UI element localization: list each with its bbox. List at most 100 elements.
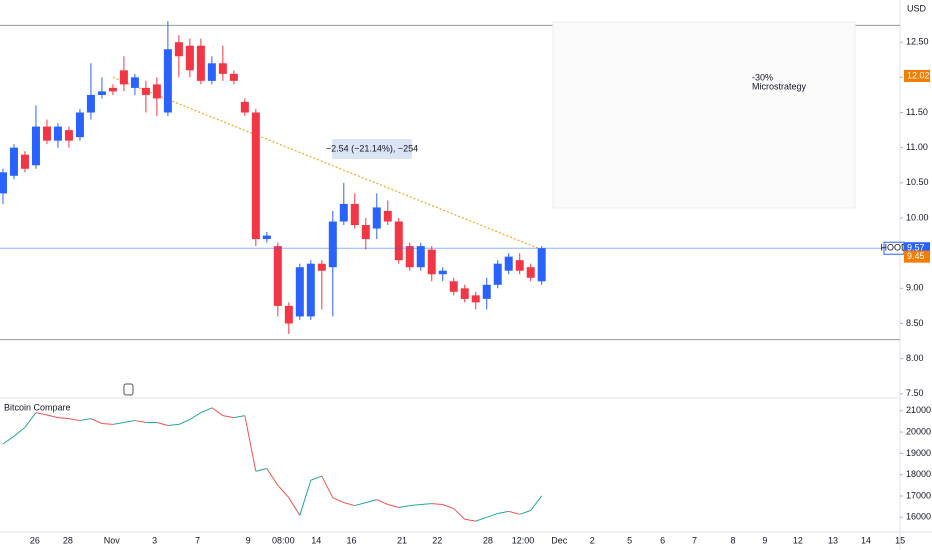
line-segment [57, 417, 69, 420]
line-segment [332, 497, 345, 504]
line-segment [508, 510, 520, 515]
y-tick-label: 10.00 [906, 212, 929, 222]
line-segment [288, 497, 301, 516]
x-tick-label: 12:00 [512, 535, 535, 545]
x-tick-label: 9 [762, 535, 767, 545]
x-tick-label: 5 [627, 535, 632, 545]
line-segment [189, 412, 202, 420]
line-segment [244, 415, 257, 472]
candle-body [0, 172, 7, 194]
trend-line [112, 76, 542, 251]
line-segment [156, 421, 169, 426]
line-segment [211, 407, 224, 417]
line-segment [299, 480, 312, 516]
y-tick-label: 17000.00 [906, 490, 932, 500]
icon[interactable] [123, 383, 134, 396]
candle-body [350, 203, 359, 226]
line-segment [475, 516, 487, 522]
candle-body [64, 130, 73, 141]
price-label: 9.45 [907, 251, 925, 261]
candle-body [317, 263, 326, 271]
y-tick-label: 11.00 [906, 142, 928, 152]
candle-body [97, 91, 106, 95]
line-segment [24, 412, 37, 428]
line-segment [123, 420, 135, 423]
candle-body [449, 281, 458, 292]
candle-body [295, 267, 304, 317]
candle-body [339, 203, 348, 222]
candle-body [460, 288, 469, 299]
x-tick-label: 7 [692, 535, 697, 545]
y-tick-label: 8.50 [906, 318, 924, 328]
line-segment [134, 420, 146, 423]
x-tick-label: 3 [152, 535, 157, 545]
y-tick-label: 12.50 [906, 37, 929, 47]
candle-body [9, 147, 18, 176]
x-tick-label: 21 [397, 535, 407, 545]
line-segment [387, 504, 399, 508]
line-segment [376, 499, 388, 505]
inset-annotation: -30% [752, 72, 773, 82]
x-tick-label: Dec [551, 535, 568, 545]
candle-body [53, 126, 62, 141]
x-tick-label: 12 [793, 535, 803, 545]
x-tick-label: 22 [432, 535, 442, 545]
x-tick-label: 6 [660, 535, 665, 545]
line-segment [365, 499, 377, 504]
line-segment [310, 475, 322, 481]
line-segment [79, 418, 92, 422]
candle-body [196, 45, 205, 81]
currency: USD [907, 3, 927, 13]
candle-body [42, 126, 51, 141]
inset-panel [552, 21, 856, 209]
measure-annotation: −2.54 (−21.14%), −254 [326, 139, 418, 159]
x-tick-label: 26 [30, 535, 40, 545]
line-segment [321, 475, 334, 498]
line-segment [497, 510, 509, 514]
line-segment [277, 485, 290, 499]
candle-body [493, 263, 502, 285]
candle-body [119, 70, 128, 85]
line-segment [46, 414, 59, 419]
price-label: 9.57 [907, 243, 925, 253]
y-tick-label: 20000.00 [906, 426, 932, 436]
candle-body [328, 221, 337, 268]
candle-body [229, 73, 238, 81]
candle-body [438, 270, 447, 275]
line-segment [178, 419, 191, 425]
y-tick-label: 7.50 [906, 388, 924, 398]
candle-body [394, 221, 403, 261]
symbol-label: HOOD [881, 243, 909, 253]
x-tick-label: 8 [730, 535, 735, 545]
line-segment [200, 407, 213, 414]
candle-body [427, 249, 436, 275]
candle-body [218, 63, 227, 74]
candle-body [75, 112, 84, 138]
line-segment [398, 505, 410, 508]
line-segment [101, 423, 113, 425]
candle-body [130, 77, 139, 88]
candle-body [515, 260, 524, 271]
line-segment [112, 421, 124, 425]
x-tick-label: 15 [895, 535, 905, 545]
line-segment [233, 415, 245, 419]
candle-body [20, 154, 29, 169]
candle-body [141, 87, 150, 95]
x-tick-label: 9 [246, 535, 251, 545]
y-tick-label: 18000.00 [906, 469, 932, 479]
candle-body [416, 246, 425, 268]
x-tick-label: Nov [104, 535, 121, 545]
y-tick-label: 11.50 [906, 107, 928, 117]
price-label-box [904, 250, 930, 263]
candle-body [86, 94, 95, 113]
line-segment [68, 418, 81, 422]
candle-body [163, 49, 172, 113]
candle-body [526, 267, 535, 278]
candle-body [152, 84, 161, 99]
candle-body [405, 246, 414, 268]
line-segment [167, 423, 179, 426]
y-tick-label: 8.00 [906, 353, 924, 363]
candle-body [537, 248, 546, 282]
y-tick-label: 21000.00 [906, 405, 932, 415]
